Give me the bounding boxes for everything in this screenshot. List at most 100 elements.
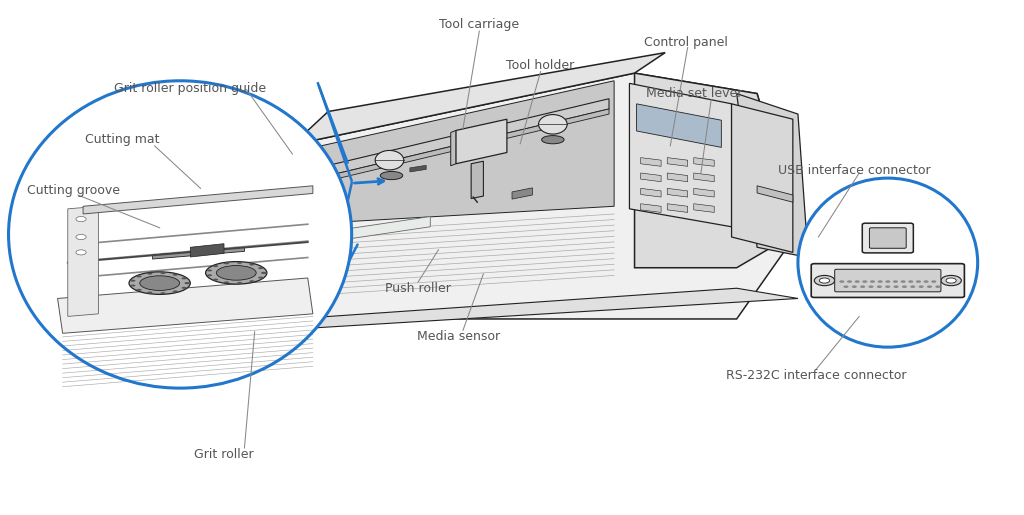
Text: USB interface connector: USB interface connector: [778, 164, 931, 177]
Ellipse shape: [213, 265, 218, 267]
Ellipse shape: [910, 285, 915, 288]
Ellipse shape: [130, 284, 135, 286]
Circle shape: [819, 278, 829, 283]
Ellipse shape: [8, 81, 351, 388]
Polygon shape: [83, 186, 313, 214]
Polygon shape: [668, 173, 688, 182]
Polygon shape: [293, 288, 798, 329]
Text: Tool carriage: Tool carriage: [439, 18, 519, 31]
Polygon shape: [293, 216, 430, 247]
Ellipse shape: [216, 266, 256, 280]
Text: Grit roller: Grit roller: [195, 448, 254, 461]
Ellipse shape: [860, 285, 865, 288]
FancyBboxPatch shape: [869, 228, 906, 248]
Polygon shape: [471, 161, 483, 199]
Ellipse shape: [250, 264, 255, 266]
Ellipse shape: [224, 262, 229, 264]
Ellipse shape: [250, 280, 255, 282]
Circle shape: [76, 234, 86, 239]
Ellipse shape: [868, 285, 873, 288]
Ellipse shape: [237, 282, 242, 284]
Ellipse shape: [935, 285, 940, 288]
Text: Cutting mat: Cutting mat: [85, 133, 159, 146]
Ellipse shape: [870, 280, 876, 283]
Ellipse shape: [181, 278, 186, 280]
Ellipse shape: [147, 272, 153, 274]
Ellipse shape: [224, 281, 229, 283]
Ellipse shape: [844, 285, 849, 288]
Polygon shape: [512, 188, 532, 199]
Ellipse shape: [129, 272, 190, 295]
Polygon shape: [641, 204, 662, 212]
Polygon shape: [736, 94, 808, 258]
Ellipse shape: [213, 279, 218, 281]
Text: Grit roller position guide: Grit roller position guide: [115, 82, 266, 95]
Polygon shape: [630, 83, 731, 227]
Polygon shape: [668, 158, 688, 166]
Polygon shape: [635, 73, 798, 268]
Text: Tool holder: Tool holder: [507, 59, 574, 72]
Ellipse shape: [915, 280, 921, 283]
Ellipse shape: [902, 285, 907, 288]
Ellipse shape: [931, 280, 936, 283]
Ellipse shape: [237, 262, 242, 264]
Text: Media set lever: Media set lever: [645, 87, 742, 100]
Ellipse shape: [908, 280, 913, 283]
Circle shape: [76, 216, 86, 221]
Ellipse shape: [927, 285, 932, 288]
Ellipse shape: [258, 267, 263, 269]
Text: Control panel: Control panel: [644, 36, 727, 49]
Ellipse shape: [173, 274, 178, 276]
Polygon shape: [410, 165, 426, 172]
Ellipse shape: [136, 276, 141, 278]
Circle shape: [946, 278, 956, 283]
Polygon shape: [456, 119, 507, 164]
Polygon shape: [731, 104, 793, 252]
Ellipse shape: [894, 285, 899, 288]
Ellipse shape: [542, 135, 564, 144]
Ellipse shape: [380, 171, 402, 180]
Polygon shape: [318, 109, 609, 183]
Ellipse shape: [847, 280, 852, 283]
Ellipse shape: [855, 280, 860, 283]
Ellipse shape: [798, 178, 978, 347]
Polygon shape: [451, 130, 456, 166]
Text: Media sensor: Media sensor: [418, 331, 501, 344]
Ellipse shape: [862, 280, 867, 283]
Polygon shape: [668, 204, 688, 212]
Polygon shape: [190, 244, 224, 257]
Polygon shape: [641, 158, 662, 166]
Polygon shape: [757, 186, 793, 202]
Polygon shape: [293, 53, 666, 145]
Polygon shape: [318, 99, 609, 178]
Ellipse shape: [184, 282, 189, 284]
FancyBboxPatch shape: [862, 223, 913, 253]
Circle shape: [814, 276, 835, 286]
Polygon shape: [668, 188, 688, 197]
Polygon shape: [694, 158, 714, 166]
Ellipse shape: [924, 280, 929, 283]
Ellipse shape: [375, 150, 403, 170]
Ellipse shape: [139, 276, 179, 290]
Text: RS-232C interface connector: RS-232C interface connector: [726, 369, 906, 382]
Ellipse shape: [130, 280, 135, 282]
Ellipse shape: [184, 282, 189, 284]
Ellipse shape: [919, 285, 924, 288]
Ellipse shape: [893, 280, 898, 283]
Ellipse shape: [878, 280, 883, 283]
Ellipse shape: [181, 287, 186, 289]
Text: Push roller: Push roller: [385, 282, 451, 295]
Ellipse shape: [258, 277, 263, 279]
Polygon shape: [68, 207, 98, 316]
Ellipse shape: [877, 285, 882, 288]
Ellipse shape: [261, 272, 266, 274]
Ellipse shape: [539, 115, 567, 134]
Polygon shape: [694, 204, 714, 212]
Ellipse shape: [207, 274, 212, 277]
Polygon shape: [303, 81, 614, 224]
Ellipse shape: [852, 285, 857, 288]
Ellipse shape: [840, 280, 845, 283]
Polygon shape: [641, 188, 662, 197]
Ellipse shape: [886, 280, 890, 283]
Ellipse shape: [161, 272, 166, 274]
